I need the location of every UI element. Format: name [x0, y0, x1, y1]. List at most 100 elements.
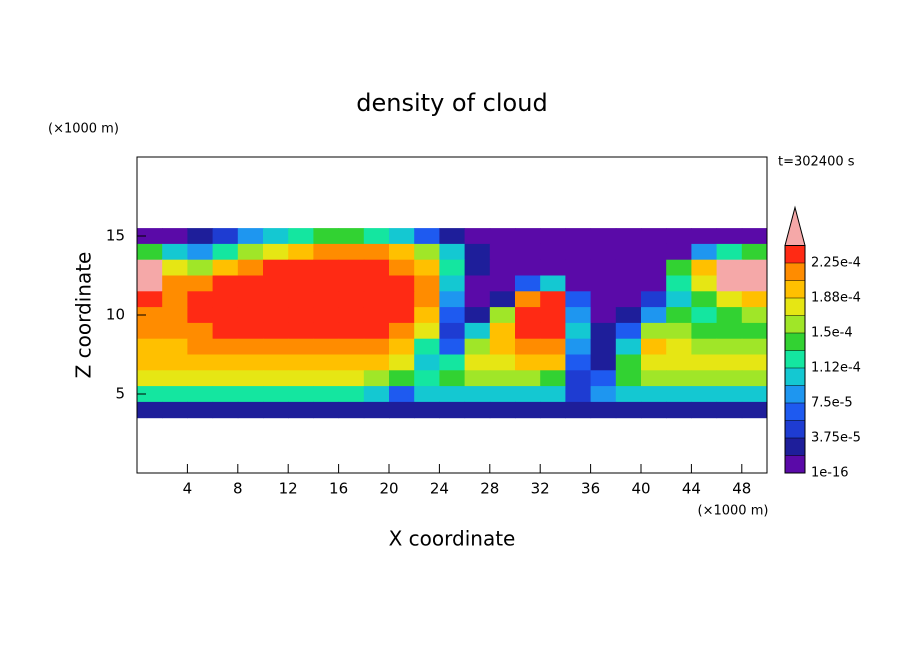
x-tick-label: 44: [682, 480, 701, 498]
colorbar-band: [785, 298, 805, 316]
field-cell: [515, 228, 541, 245]
field-cell: [313, 228, 340, 245]
field-cell: [162, 243, 188, 261]
colorbar-band: [785, 333, 805, 351]
field-cell: [716, 228, 743, 245]
field-cell: [716, 370, 743, 387]
field-cell: [489, 354, 516, 371]
colorbar-label: 7.5e-5: [811, 396, 853, 411]
field-cell: [691, 243, 718, 261]
field-cell: [641, 243, 667, 261]
field-cell: [162, 291, 188, 308]
y-tick-label: 5: [115, 385, 125, 403]
field-cell: [565, 275, 592, 292]
colorbar-label: 2.25e-4: [811, 256, 861, 271]
field-cell: [338, 228, 365, 245]
field-cell: [641, 401, 667, 419]
field-cell: [263, 243, 289, 261]
field-cell: [741, 386, 768, 403]
field-cell: [389, 291, 415, 308]
colorbar-label: 3.75e-5: [811, 431, 861, 446]
field-cell: [363, 259, 390, 276]
colorbar-band: [785, 315, 805, 333]
field-cell: [540, 307, 566, 324]
colorbar-over: [784, 205, 806, 246]
field-cell: [641, 275, 667, 292]
field-cell: [439, 275, 466, 292]
field-cell: [212, 370, 239, 387]
field-cell: [263, 354, 289, 371]
field-cell: [565, 354, 592, 371]
field-cell: [590, 243, 617, 261]
colorbar-band: [785, 403, 805, 421]
field-cell: [716, 275, 743, 292]
field-cell: [666, 275, 692, 292]
x-unit-label: (×1000 m): [698, 504, 769, 519]
field-cell: [565, 243, 592, 261]
field-cell: [212, 275, 239, 292]
field-cell: [187, 228, 214, 245]
field-cell: [464, 243, 491, 261]
field-cell: [691, 228, 718, 245]
field-cell: [641, 386, 667, 403]
field-cell: [313, 354, 340, 371]
x-tick-label: 48: [732, 480, 751, 498]
field-cell: [716, 401, 743, 419]
field-cell: [313, 370, 340, 387]
field-cell: [313, 322, 340, 340]
field-cell: [565, 370, 592, 387]
field-cell: [389, 354, 415, 371]
time-label: t=302400 s: [778, 155, 855, 170]
field-cell: [313, 243, 340, 261]
x-tick-label: 24: [430, 480, 449, 498]
field-cell: [137, 354, 163, 371]
field-cell: [338, 354, 365, 371]
field-cell: [741, 370, 768, 387]
x-tick-label: 16: [329, 480, 348, 498]
field-cell: [590, 322, 617, 340]
field-cell: [288, 291, 314, 308]
field-cell: [464, 370, 491, 387]
field-cell: [464, 401, 491, 419]
field-cell: [741, 275, 768, 292]
field-cell: [691, 386, 718, 403]
field-cell: [666, 354, 692, 371]
field-cell: [212, 401, 239, 419]
field-cell: [363, 275, 390, 292]
field-cell: [237, 291, 264, 308]
field-cell: [515, 307, 541, 324]
field-cell: [590, 338, 617, 355]
field-cell: [615, 291, 642, 308]
field-cell: [187, 259, 214, 276]
field-cell: [263, 386, 289, 403]
field-cell: [515, 370, 541, 387]
field-cell: [489, 275, 516, 292]
field-cell: [288, 275, 314, 292]
field-cell: [615, 322, 642, 340]
field-cell: [641, 354, 667, 371]
field-cell: [439, 386, 466, 403]
field-cell: [263, 307, 289, 324]
field-cell: [666, 307, 692, 324]
field-cell: [515, 259, 541, 276]
field-cell: [389, 275, 415, 292]
field-cell: [489, 228, 516, 245]
field-cell: [590, 228, 617, 245]
field-cell: [338, 386, 365, 403]
field-cell: [540, 354, 566, 371]
field-cell: [237, 322, 264, 340]
x-tick-label: 4: [183, 480, 193, 498]
field-cell: [666, 386, 692, 403]
field-cell: [137, 228, 163, 245]
field-cell: [137, 386, 163, 403]
field-cell: [288, 338, 314, 355]
field-cell: [162, 228, 188, 245]
field-cell: [666, 228, 692, 245]
field-cell: [464, 354, 491, 371]
field-cell: [363, 228, 390, 245]
field-cell: [237, 243, 264, 261]
field-cell: [237, 354, 264, 371]
field-cell: [187, 291, 214, 308]
colorbar-band: [785, 245, 805, 263]
